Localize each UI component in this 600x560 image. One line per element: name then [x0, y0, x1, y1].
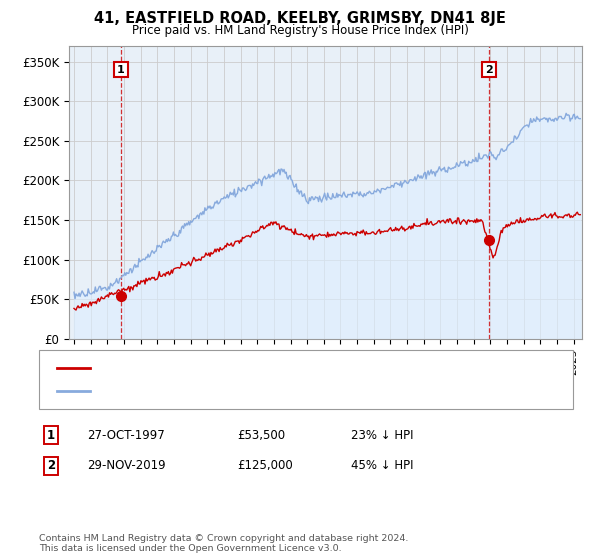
Text: 1: 1: [47, 428, 55, 442]
Text: £125,000: £125,000: [237, 459, 293, 473]
Text: £53,500: £53,500: [237, 428, 285, 442]
Text: Contains HM Land Registry data © Crown copyright and database right 2024.
This d: Contains HM Land Registry data © Crown c…: [39, 534, 409, 553]
Text: 45% ↓ HPI: 45% ↓ HPI: [351, 459, 413, 473]
Text: HPI: Average price, detached house, West Lindsey: HPI: Average price, detached house, West…: [96, 386, 371, 396]
Text: 1: 1: [117, 64, 125, 74]
Text: 41, EASTFIELD ROAD, KEELBY, GRIMSBY, DN41 8JE (detached house): 41, EASTFIELD ROAD, KEELBY, GRIMSBY, DN4…: [96, 363, 472, 373]
Text: 29-NOV-2019: 29-NOV-2019: [87, 459, 166, 473]
Text: 27-OCT-1997: 27-OCT-1997: [87, 428, 165, 442]
Text: 23% ↓ HPI: 23% ↓ HPI: [351, 428, 413, 442]
Text: 2: 2: [485, 64, 493, 74]
Text: 2: 2: [47, 459, 55, 473]
Text: 41, EASTFIELD ROAD, KEELBY, GRIMSBY, DN41 8JE: 41, EASTFIELD ROAD, KEELBY, GRIMSBY, DN4…: [94, 11, 506, 26]
Text: Price paid vs. HM Land Registry's House Price Index (HPI): Price paid vs. HM Land Registry's House …: [131, 24, 469, 37]
